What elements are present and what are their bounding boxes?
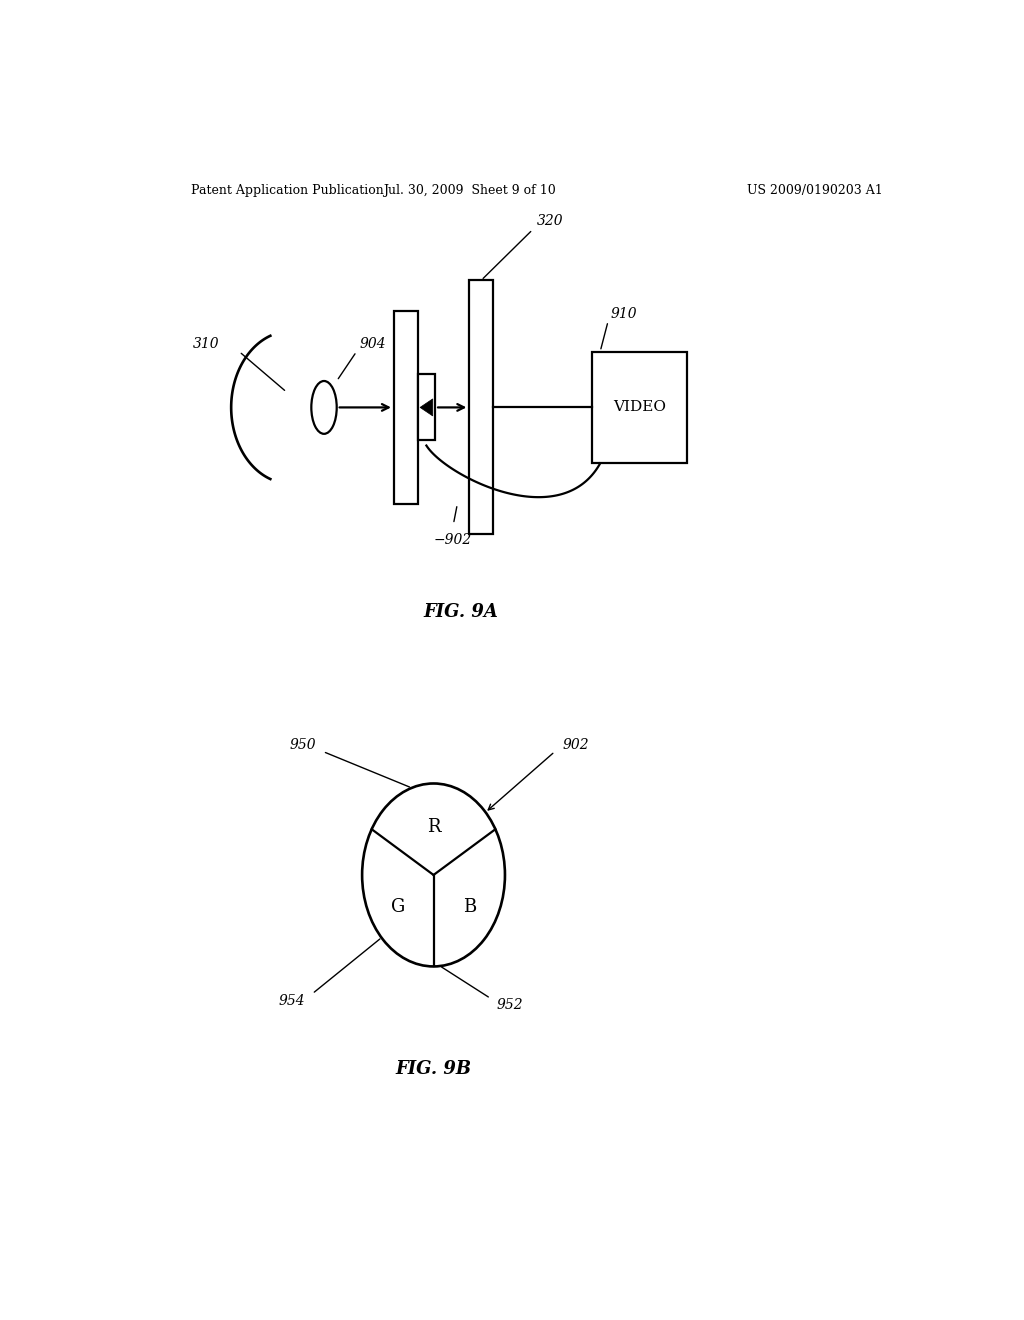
Text: 910: 910 [610, 308, 637, 321]
Text: Jul. 30, 2009  Sheet 9 of 10: Jul. 30, 2009 Sheet 9 of 10 [383, 183, 556, 197]
Text: 310: 310 [193, 338, 219, 351]
Text: VIDEO: VIDEO [613, 400, 667, 414]
Text: B: B [463, 898, 476, 916]
Text: 902: 902 [562, 738, 589, 752]
Text: 950: 950 [289, 738, 315, 752]
Text: G: G [391, 898, 404, 916]
Text: R: R [427, 818, 441, 837]
Text: FIG. 9B: FIG. 9B [395, 1060, 472, 1078]
Text: 954: 954 [279, 994, 305, 1008]
Text: US 2009/0190203 A1: US 2009/0190203 A1 [748, 183, 883, 197]
Bar [418, 375, 435, 441]
Bar [394, 312, 418, 504]
Text: FIG. 9A: FIG. 9A [424, 603, 499, 620]
Text: Patent Application Publication: Patent Application Publication [191, 183, 384, 197]
Bar [469, 280, 494, 535]
Text: 952: 952 [497, 998, 523, 1012]
Polygon shape [420, 399, 433, 416]
Text: 904: 904 [359, 338, 386, 351]
Text: 320: 320 [537, 214, 563, 228]
Bar [592, 351, 687, 463]
Text: −902: −902 [433, 532, 472, 546]
